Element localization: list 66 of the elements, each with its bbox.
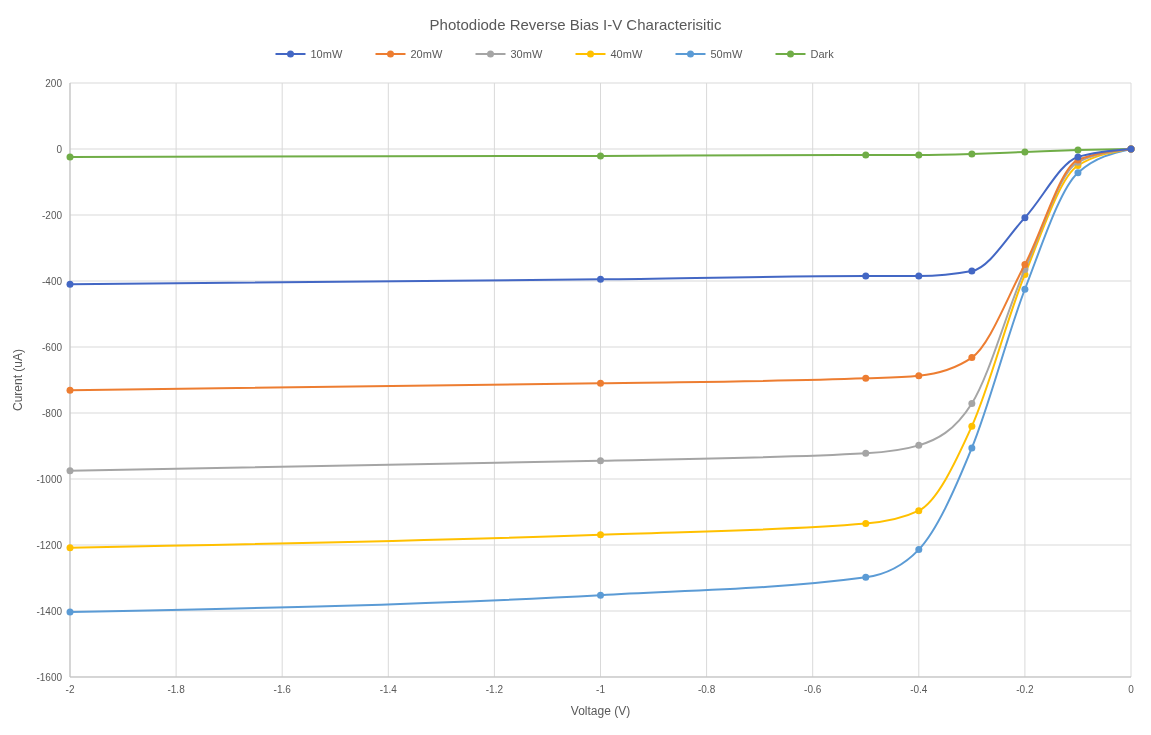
x-axis-title: Voltage (V) [570, 704, 631, 718]
x-tick-label: -2 [65, 684, 75, 695]
point [66, 544, 74, 552]
point [915, 507, 923, 515]
point [597, 457, 604, 465]
x-tick-label: -0.2 [1016, 684, 1034, 695]
point [915, 272, 923, 280]
point [1074, 146, 1082, 154]
point [968, 444, 976, 452]
legend-label: 10mW [310, 48, 343, 60]
point [1021, 214, 1029, 222]
point [862, 573, 870, 581]
point [915, 441, 923, 449]
point [597, 531, 604, 539]
y-tick-label: -1400 [36, 605, 63, 617]
point [597, 152, 604, 160]
x-tick-label: -0.4 [910, 684, 928, 695]
point [862, 374, 870, 382]
point [862, 520, 870, 528]
point [1021, 148, 1029, 156]
x-tick-label: -1 [596, 684, 606, 695]
point [915, 546, 923, 554]
y-axis-title: Curent (uA) [11, 348, 25, 412]
y-tick-label: -600 [41, 341, 63, 353]
legend-label: 30mW [510, 48, 543, 60]
y-tick-label: -400 [41, 275, 63, 287]
point [1021, 261, 1029, 268]
chart-title: Photodiode Reverse Bias I-V Characterisitic [429, 16, 722, 33]
y-tick-label: -1600 [36, 671, 63, 683]
legend-label: 50mW [710, 48, 743, 60]
y-tick-label: -1200 [36, 539, 63, 551]
point [968, 354, 976, 362]
point [1021, 285, 1029, 293]
point [66, 280, 74, 288]
point [597, 591, 604, 599]
x-tick-label: -1.2 [485, 684, 504, 695]
y-tick-label: -800 [41, 407, 63, 419]
y-tick-label: 200 [45, 77, 63, 89]
legend-label: 40mW [610, 48, 643, 60]
point [862, 449, 870, 457]
point [597, 275, 604, 283]
point [66, 608, 74, 616]
y-tick-label: -1000 [36, 473, 63, 485]
point [862, 272, 870, 280]
y-tick-label: -200 [41, 209, 63, 221]
point [968, 422, 976, 430]
point [862, 151, 870, 159]
point [968, 150, 976, 158]
point [66, 386, 74, 394]
legend-label: Dark [810, 48, 835, 60]
point [66, 153, 74, 161]
x-tick-label: -0.8 [697, 684, 716, 695]
point [66, 467, 74, 475]
x-tick-label: 0 [1128, 684, 1135, 695]
point [915, 151, 923, 159]
legend-label: 20mW [410, 48, 443, 60]
point [968, 267, 976, 275]
y-tick-label: 0 [56, 143, 63, 155]
x-tick-label: -1.6 [273, 684, 292, 695]
x-tick-label: -1.4 [379, 684, 398, 695]
point [915, 372, 923, 380]
point [968, 399, 976, 407]
x-tick-label: -1.8 [167, 684, 186, 695]
point [1074, 169, 1082, 177]
point [597, 379, 604, 387]
x-tick-label: -0.6 [804, 684, 822, 695]
